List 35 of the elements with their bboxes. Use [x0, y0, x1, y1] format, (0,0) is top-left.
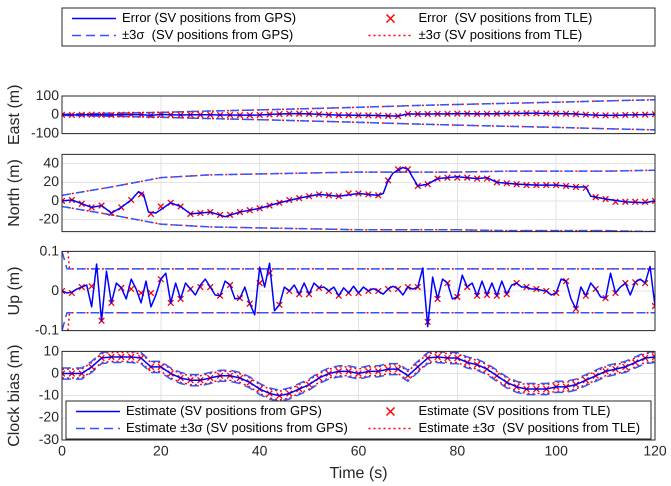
legend-label: Estimate ±3σ (SV positions from GPS) — [126, 420, 348, 436]
x-tick-label: 80 — [450, 442, 466, 458]
legend-label: Estimate (SV positions from TLE) — [418, 403, 610, 418]
y-tick-label: 100 — [36, 86, 60, 103]
legend-label: Error (SV positions from TLE) — [418, 10, 592, 26]
y-tick-label: -20 — [38, 210, 60, 226]
y-tick-label: -100 — [30, 124, 60, 140]
legend-label: ±3σ (SV positions from TLE) — [418, 27, 582, 42]
x-axis-title: Time (s) — [329, 464, 388, 482]
y-tick-label: -10 — [38, 386, 60, 403]
legend-label: Error (SV positions from GPS) — [122, 10, 296, 26]
x-tick-label: 40 — [252, 442, 268, 458]
y-tick-label: 40 — [43, 154, 60, 171]
legend-label: Estimate (SV positions from GPS) — [126, 403, 322, 418]
x-tick-label: 120 — [643, 442, 667, 458]
y-tick-label: -30 — [38, 430, 60, 447]
y-tick-label: 10 — [43, 342, 60, 358]
y-tick-label: 0 — [51, 192, 60, 208]
x-tick-label: 100 — [544, 442, 568, 458]
y-axis-title: Clock bias (m) — [6, 344, 24, 447]
y-tick-label: 0 — [51, 364, 60, 380]
y-tick-label: -0.1 — [34, 321, 60, 338]
x-tick-label: 20 — [153, 442, 169, 458]
x-tick-label: 60 — [350, 442, 366, 458]
y-tick-label: 0.1 — [40, 242, 60, 258]
legend-label: Estimate ±3σ (SV positions from TLE) — [418, 420, 640, 436]
legend-label: ±3σ (SV positions from GPS) — [122, 27, 294, 42]
y-tick-label: -20 — [38, 408, 60, 425]
line-series — [62, 169, 655, 196]
y-axis-title: East (m) — [6, 84, 24, 146]
y-tick-label: 0 — [51, 282, 60, 298]
y-tick-label: 20 — [43, 173, 60, 190]
y-axis-title: Up (m) — [6, 266, 24, 316]
y-tick-label: 0 — [51, 106, 60, 122]
y-axis-title: North (m) — [6, 159, 24, 227]
